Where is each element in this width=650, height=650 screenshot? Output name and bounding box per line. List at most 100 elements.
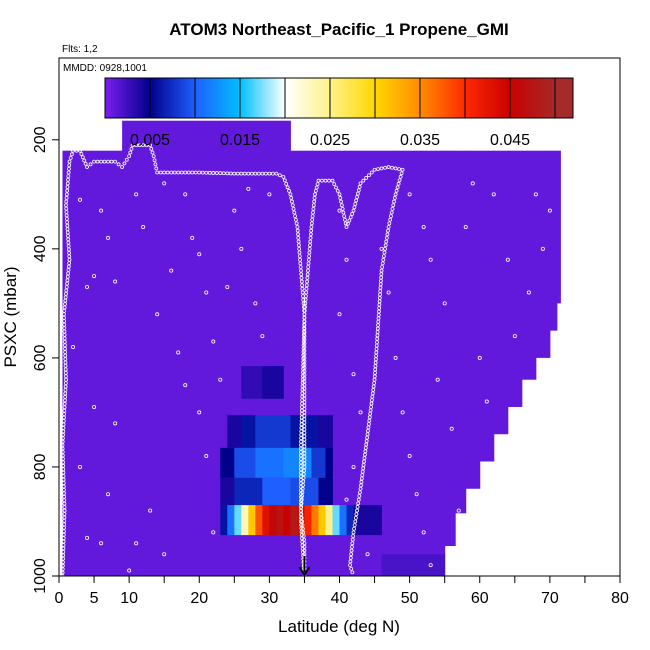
- colorbar-swatch: [453, 78, 456, 118]
- track-point: [368, 411, 373, 416]
- track-point: [60, 443, 65, 448]
- heatmap-cell: [332, 505, 340, 536]
- track-point: [67, 159, 72, 164]
- sample-point: [239, 246, 244, 251]
- track-point: [65, 223, 70, 228]
- track-point: [63, 395, 67, 399]
- colorbar-swatch: [339, 78, 342, 118]
- track-point: [232, 171, 237, 176]
- track-point: [299, 474, 303, 479]
- track-point: [353, 519, 358, 524]
- track-point: [288, 192, 293, 197]
- track-point: [382, 250, 387, 255]
- track-point: [367, 418, 372, 423]
- colorbar-swatch: [199, 78, 202, 118]
- sample-point: [197, 410, 202, 415]
- colorbar-swatch: [359, 78, 362, 118]
- track-point: [299, 425, 304, 430]
- track-point: [63, 298, 68, 303]
- track-point: [225, 171, 230, 176]
- track-point: [62, 308, 67, 313]
- track-point: [373, 357, 378, 362]
- track-point: [383, 246, 387, 251]
- track-point: [374, 353, 378, 358]
- colorbar-swatch: [559, 78, 562, 118]
- colorbar-swatch: [357, 78, 360, 118]
- track-point: [109, 159, 114, 164]
- track-point: [66, 233, 70, 238]
- track-point: [299, 276, 304, 280]
- colorbar-swatch: [299, 78, 302, 118]
- colorbar-swatch: [387, 78, 390, 118]
- colorbar-swatch: [321, 78, 324, 118]
- colorbar-swatch: [181, 78, 184, 118]
- track-point: [63, 391, 68, 396]
- track-point: [66, 177, 70, 182]
- colorbar-swatch: [449, 78, 452, 118]
- colorbar-swatch: [115, 78, 118, 118]
- colorbar-swatch: [271, 78, 274, 118]
- track-point: [300, 405, 304, 409]
- track-point: [391, 203, 396, 208]
- track-point: [62, 322, 67, 327]
- colorbar-swatch: [399, 78, 402, 118]
- colorbar-swatch: [567, 78, 570, 118]
- track-point: [373, 360, 378, 365]
- background-cell: [493, 150, 509, 435]
- track-point: [235, 171, 240, 176]
- colorbar-swatch: [525, 78, 528, 118]
- track-point: [395, 185, 400, 190]
- track-point: [374, 347, 379, 351]
- track-point: [155, 170, 160, 175]
- track-point: [290, 199, 294, 204]
- track-point: [296, 236, 301, 240]
- track-point: [367, 173, 371, 178]
- sample-points: [71, 181, 552, 573]
- track-point: [63, 367, 68, 372]
- latitude-marker-arrow: [298, 556, 311, 577]
- track-point: [299, 457, 303, 461]
- track-point: [63, 398, 67, 403]
- track-point: [327, 178, 331, 183]
- colorbar-swatch: [373, 78, 376, 118]
- sample-point: [113, 421, 118, 426]
- track-point: [292, 210, 297, 215]
- track-point: [365, 435, 370, 440]
- colorbar-swatch: [409, 78, 412, 118]
- colorbar-swatch: [365, 78, 368, 118]
- track-point: [66, 170, 71, 175]
- sample-point: [386, 290, 391, 295]
- colorbar-swatch: [235, 78, 238, 118]
- track-point: [61, 460, 65, 465]
- track-point: [88, 162, 93, 167]
- track-point: [62, 408, 67, 413]
- track-point: [359, 480, 364, 484]
- track-point: [65, 181, 70, 186]
- track-point: [299, 453, 303, 458]
- track-point: [300, 536, 304, 541]
- track-point: [302, 308, 307, 313]
- track-point: [343, 217, 347, 222]
- track-point: [313, 189, 318, 193]
- track-point: [65, 227, 70, 231]
- track-point: [390, 206, 395, 211]
- colorbar-swatch: [441, 78, 444, 118]
- track-point: [383, 243, 388, 248]
- colorbar-swatch: [477, 78, 480, 118]
- sample-point: [92, 274, 97, 279]
- sample-point: [435, 377, 440, 382]
- track-point: [300, 373, 305, 378]
- track-point: [200, 170, 205, 175]
- colorbar-swatch: [219, 78, 222, 118]
- colorbar-swatch: [117, 78, 120, 118]
- sample-point: [449, 426, 454, 431]
- sample-point: [267, 192, 272, 197]
- track-point: [302, 444, 307, 449]
- track-point: [334, 185, 338, 190]
- track-point: [304, 286, 309, 291]
- track-point: [64, 203, 68, 208]
- track-point: [302, 424, 307, 428]
- track-point: [300, 401, 304, 406]
- track-point: [302, 315, 307, 320]
- track-point: [299, 464, 303, 468]
